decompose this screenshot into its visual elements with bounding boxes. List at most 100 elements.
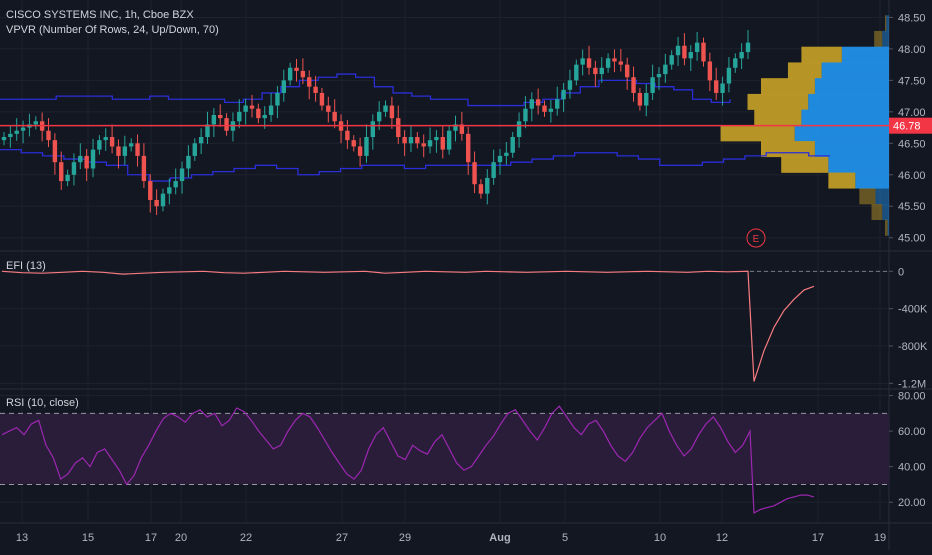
candle-body: [478, 184, 484, 194]
vp-down-bar: [760, 141, 815, 158]
vp-down-bar: [754, 109, 802, 126]
vp-up-bar: [841, 46, 889, 63]
x-tick-label: 17: [812, 532, 824, 544]
symbol-legend[interactable]: CISCO SYSTEMS INC, 1h, Cboe BZX: [6, 9, 196, 21]
earnings-event-icon[interactable]: [746, 228, 766, 248]
candle-body: [688, 52, 693, 59]
candle-body: [141, 155, 147, 182]
vp-up-bar: [808, 93, 889, 110]
candle-body: [726, 67, 732, 84]
candle-body: [268, 105, 274, 115]
candle-body: [402, 137, 407, 144]
candle-body: [485, 177, 490, 194]
candle-body: [262, 114, 267, 119]
vp-down-bar: [760, 78, 815, 95]
rsi-pane: [0, 405, 889, 514]
axes-layer: 13 15 17 20 22 27 29 Aug 5 10 12 17 19 48.50 48.00 47.5…: [16, 12, 928, 544]
efi-tick-label: -800K: [898, 341, 928, 353]
rsi-tick-label: 40.00: [898, 462, 926, 474]
candle-body: [561, 89, 566, 100]
rsi-band: [0, 413, 889, 485]
vpvr-legend[interactable]: VPVR (Number Of Rows, 24, Up/Down, 70): [6, 24, 221, 36]
efi-legend[interactable]: EFI (13): [6, 260, 48, 272]
current-price-label: 46.78: [893, 121, 921, 133]
candle-body: [504, 152, 509, 156]
candle-body: [586, 58, 592, 68]
candle-body: [345, 130, 350, 141]
vp-up-bar: [882, 30, 889, 47]
candle-body: [148, 181, 153, 200]
candle-body: [8, 133, 13, 138]
earnings-event-label: E: [753, 234, 760, 245]
candle-body: [103, 137, 108, 141]
candle-body: [714, 80, 719, 93]
upper-band-line: [0, 73, 731, 107]
current-price-badge: [889, 117, 932, 134]
efi-line: [1, 270, 815, 382]
candle-body: [116, 146, 121, 156]
candle-body: [154, 199, 159, 207]
candle-body: [179, 168, 185, 182]
candle-body: [567, 80, 573, 90]
candle-body: [281, 80, 286, 93]
vp-up-bar: [875, 188, 889, 205]
y-tick-label: 48.00: [898, 44, 926, 56]
rsi-legend[interactable]: RSI (10, close): [6, 397, 81, 409]
candle-body: [421, 143, 426, 147]
efi-tick-label: -400K: [898, 304, 928, 316]
candle-body: [46, 130, 51, 141]
vp-up-bar: [814, 78, 889, 95]
efi-tick-label: 0: [898, 266, 904, 278]
efi-tick-label: -1.2M: [898, 378, 926, 390]
candle-body: [675, 45, 681, 56]
candle-body: [733, 58, 738, 68]
candle-body: [631, 77, 636, 93]
vp-down-bar: [874, 30, 883, 47]
candle-body: [415, 137, 420, 144]
candle-body: [516, 121, 522, 138]
candle-body: [128, 143, 134, 147]
rsi-tick-label: 60.00: [898, 426, 926, 438]
y-tick-label: 47.50: [898, 75, 926, 87]
candle-body: [364, 137, 369, 156]
candle-body: [192, 143, 197, 156]
volume-profile: [720, 15, 889, 236]
candle-body: [376, 111, 382, 122]
x-tick-label: 17: [145, 532, 157, 544]
candle-body: [707, 61, 713, 81]
candle-body: [211, 114, 217, 125]
candle-body: [644, 92, 649, 106]
candle-body: [542, 105, 547, 112]
vp-up-bar: [855, 172, 889, 189]
candle-body: [249, 105, 255, 109]
candle-body: [745, 42, 751, 53]
candle-body: [491, 162, 496, 178]
symbol-title: CISCO SYSTEMS INC, 1h, Cboe BZX: [6, 9, 194, 21]
candle-body: [739, 52, 744, 59]
y-tick-label: 45.00: [898, 233, 926, 245]
candle-body: [599, 67, 604, 75]
candle-body: [656, 74, 662, 78]
vp-down-bar: [781, 156, 829, 173]
candle-body: [408, 137, 414, 144]
candle-body: [59, 162, 64, 182]
vp-down-bar: [884, 15, 887, 32]
candle-body: [275, 92, 280, 106]
candle-body: [663, 64, 668, 75]
candle-body: [84, 155, 89, 169]
candle-body: [313, 86, 318, 93]
candle-body: [122, 146, 128, 156]
candle-body: [497, 155, 503, 163]
candle-body: [160, 193, 166, 207]
candle-body: [97, 140, 102, 150]
candle-body: [205, 124, 210, 138]
x-tick-label: 5: [562, 532, 568, 544]
candle-body: [682, 45, 687, 59]
candle-body: [459, 124, 465, 134]
vp-up-bar: [801, 109, 889, 126]
x-tick-label: 20: [175, 532, 187, 544]
x-tick-label: 22: [240, 532, 252, 544]
candle-body: [326, 105, 331, 112]
